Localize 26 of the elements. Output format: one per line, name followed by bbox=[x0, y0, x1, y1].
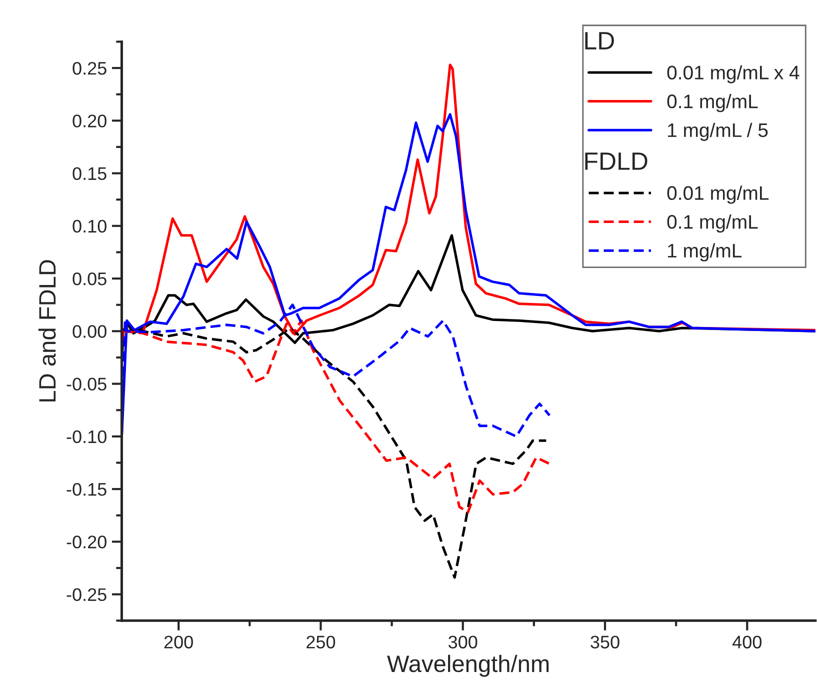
y-tick-label: -0.15 bbox=[66, 482, 106, 496]
y-tick-label: 0.00 bbox=[72, 325, 106, 338]
y-tick-label: 0.05 bbox=[72, 272, 106, 286]
legend-label: 0.01 mg/mL bbox=[667, 186, 769, 204]
y-axis-title: LD and FDLD bbox=[38, 260, 56, 402]
x-tick-label: 400 bbox=[732, 636, 762, 648]
legend-label: 0.1 mg/mL bbox=[667, 94, 758, 112]
x-tick-label: 300 bbox=[448, 636, 478, 648]
legend-label: 1 mg/mL / 5 bbox=[668, 122, 768, 141]
y-tick-label: -0.10 bbox=[66, 430, 106, 444]
legend-label: 0.1 mg/mL bbox=[667, 214, 758, 233]
x-tick-label: 250 bbox=[306, 636, 336, 648]
y-tick-label: 0.25 bbox=[72, 62, 106, 75]
x-tick-label: 200 bbox=[164, 636, 193, 648]
y-tick-label: -0.05 bbox=[66, 378, 106, 391]
annotation: LD bbox=[585, 32, 614, 50]
annotation: FDLD bbox=[585, 152, 648, 170]
y-tick-label: 0.10 bbox=[72, 220, 106, 233]
y-tick-label: -0.20 bbox=[66, 536, 106, 548]
legend-label: 1 mg/mL bbox=[668, 243, 742, 262]
y-tick-label: 0.20 bbox=[72, 114, 106, 128]
y-tick-label: -0.25 bbox=[66, 588, 106, 602]
y-tick-label: 0.15 bbox=[72, 167, 106, 180]
x-tick-label: 350 bbox=[590, 636, 620, 648]
legend-label: 0.01 mg/mL x 4 bbox=[667, 65, 800, 84]
x-axis-title: Wavelength/nm bbox=[387, 654, 549, 677]
